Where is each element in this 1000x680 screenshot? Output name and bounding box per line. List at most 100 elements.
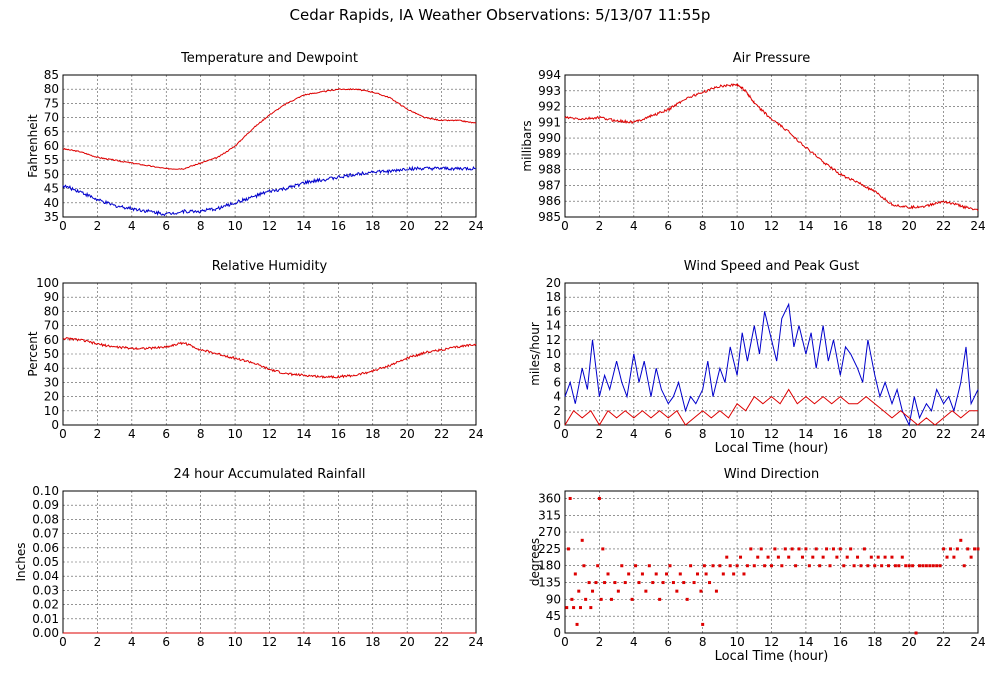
data-point [708,581,712,585]
x-tick-label: 10 [227,635,242,649]
x-tick-label: 14 [798,635,813,649]
x-axis-label: Local Time (hour) [715,441,829,456]
data-point [969,555,973,559]
x-tick-label: 20 [400,635,415,649]
x-tick-label: 18 [365,635,380,649]
x-tick-label: 22 [434,635,449,649]
y-tick-label: 994 [538,68,561,82]
x-tick-label: 22 [434,427,449,441]
y-axis-label: millibars [520,120,534,171]
data-point [866,564,870,568]
data-point [935,564,939,568]
data-point [702,564,706,568]
data-point [678,572,682,576]
x-tick-label: 14 [798,219,813,233]
x-tick-label: 18 [365,219,380,233]
series-line [564,388,978,426]
y-tick-label: 0.00 [32,626,59,640]
x-tick-label: 16 [331,635,346,649]
y-tick-label: 30 [44,375,59,389]
x-tick-label: 0 [59,635,67,649]
x-tick-label: 8 [197,427,205,441]
data-point [714,589,718,593]
y-tick-label: 35 [44,210,59,224]
x-tick-label: 12 [262,427,277,441]
x-tick-label: 6 [664,219,672,233]
x-tick-label: 24 [468,427,483,441]
data-point [627,572,631,576]
plot-frame [62,282,477,426]
x-tick-label: 0 [561,219,569,233]
y-axis-label: degrees [528,538,542,586]
data-point [735,564,739,568]
data-point [911,564,915,568]
data-point [835,555,839,559]
data-point [763,564,767,568]
y-tick-label: 0.03 [32,583,59,597]
x-tick-label: 4 [630,219,638,233]
x-tick-label: 10 [227,427,242,441]
x-tick-label: 24 [970,219,985,233]
data-point [637,581,641,585]
data-point [976,547,980,551]
x-tick-label: 16 [331,219,346,233]
x-tick-label: 4 [128,427,136,441]
data-point [651,581,655,585]
y-tick-label: 40 [44,361,59,375]
data-point [825,547,829,551]
data-point [565,606,569,610]
y-axis-label: Fahrenheit [26,114,40,178]
data-point [644,589,648,593]
y-tick-label: 270 [538,525,561,539]
x-tick-label: 2 [94,427,102,441]
data-point [917,564,921,568]
chart-title: Air Pressure [733,51,811,66]
data-point [589,606,593,610]
x-tick-label: 16 [833,427,848,441]
data-point [790,547,794,551]
x-axis-label: Local Time (hour) [715,649,829,664]
data-point [692,581,696,585]
data-point [654,572,658,576]
x-tick-label: 4 [630,427,638,441]
data-point [658,597,662,601]
y-tick-label: 70 [44,319,59,333]
data-point [603,581,607,585]
y-tick-label: 45 [546,609,561,623]
y-tick-label: 0.08 [32,512,59,526]
y-tick-label: 987 [538,178,561,192]
data-point [630,597,634,601]
data-point [570,597,574,601]
x-tick-label: 12 [764,635,779,649]
data-point [766,555,770,559]
data-point [821,555,825,559]
y-tick-label: 988 [538,163,561,177]
data-point [704,572,708,576]
y-tick-label: 2 [553,404,561,418]
data-point [931,564,935,568]
data-point [623,581,627,585]
data-point [804,547,808,551]
data-point [696,572,700,576]
y-tick-label: 10 [546,347,561,361]
y-tick-label: 14 [546,319,561,333]
series-line [62,165,477,217]
series-line [564,302,979,427]
x-tick-label: 18 [365,427,380,441]
x-tick-label: 4 [630,635,638,649]
data-point [675,589,679,593]
data-point [959,538,963,542]
y-tick-label: 45 [44,182,59,196]
y-tick-label: 993 [538,84,561,98]
data-point [776,555,780,559]
data-point [689,564,693,568]
x-tick-label: 8 [699,219,707,233]
y-tick-label: 180 [538,559,561,573]
y-tick-label: 75 [44,96,59,110]
data-point [732,572,736,576]
x-tick-label: 16 [331,427,346,441]
series-line [62,337,477,379]
x-tick-label: 2 [596,427,604,441]
